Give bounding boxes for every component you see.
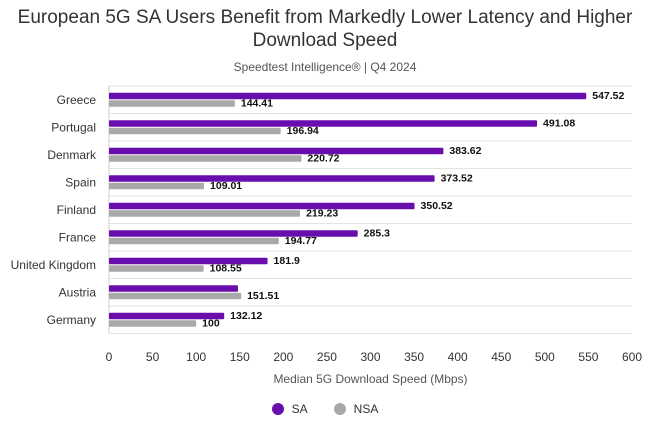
y-tick-label: Finland <box>57 203 96 217</box>
data-label-nsa: 196.94 <box>287 125 319 137</box>
x-tick-label: 100 <box>186 350 206 364</box>
legend-swatch-nsa <box>333 403 346 415</box>
bar-sa <box>109 312 225 320</box>
bar-sa <box>109 147 444 155</box>
chart-subtitle: Speedtest Intelligence® | Q4 2024 <box>233 60 417 74</box>
data-label-nsa: 194.77 <box>285 235 317 247</box>
bar-nsa <box>109 292 242 300</box>
data-label-sa: 285.3 <box>364 227 390 239</box>
x-tick-label: 250 <box>317 350 337 364</box>
y-tick-label: Germany <box>47 313 96 327</box>
data-label-sa: 373.52 <box>441 172 473 184</box>
bar-nsa <box>109 237 279 245</box>
bar-nsa <box>109 210 301 217</box>
x-tick-label: 150 <box>230 350 250 364</box>
data-label-nsa: 220.72 <box>307 152 339 164</box>
x-tick-label: 0 <box>106 350 113 364</box>
chart-title: European 5G SA Users Benefit from Marked… <box>17 7 633 51</box>
x-tick-label: 350 <box>404 350 424 364</box>
x-tick-label: 600 <box>622 350 642 364</box>
data-label-nsa: 108.55 <box>210 262 242 274</box>
y-tick-label: Greece <box>57 93 97 107</box>
data-label-sa: 383.62 <box>449 145 481 157</box>
bar-sa <box>109 202 415 210</box>
x-tick-label: 500 <box>535 350 555 364</box>
legend-item-sa[interactable]: SA <box>271 402 308 416</box>
bar-sa <box>109 92 587 100</box>
data-label-nsa: 219.23 <box>306 207 338 219</box>
bar-nsa <box>109 100 235 107</box>
y-tick-label: France <box>59 230 97 244</box>
bar-sa <box>109 230 358 237</box>
bar-nsa <box>109 155 302 162</box>
legend-item-nsa[interactable]: NSA <box>333 402 379 416</box>
data-label-nsa: 144.41 <box>241 97 273 109</box>
legend-swatch-sa <box>271 403 284 415</box>
y-tick-label: Portugal <box>51 120 96 134</box>
bar-sa <box>109 175 435 182</box>
bar-sa <box>109 120 538 127</box>
data-label-nsa: 109.01 <box>210 180 242 192</box>
bar-sa <box>109 285 239 292</box>
bar-nsa <box>109 182 205 190</box>
chart-legend: SA NSA <box>0 402 650 416</box>
bar-nsa <box>109 265 204 272</box>
y-tick-label: Denmark <box>47 148 97 162</box>
data-label-sa: 491.08 <box>543 117 575 129</box>
x-tick-label: 50 <box>146 350 160 364</box>
legend-label-sa: SA <box>291 402 308 416</box>
data-label-sa: 132.12 <box>230 310 262 322</box>
y-tick-label: Spain <box>65 175 96 189</box>
x-tick-label: 300 <box>360 350 380 364</box>
x-tick-label: 200 <box>273 350 293 364</box>
x-tick-label: 450 <box>491 350 511 364</box>
data-label-sa: 547.52 <box>592 90 624 102</box>
x-axis-title: Median 5G Download Speed (Mbps) <box>273 372 467 386</box>
x-tick-label: 550 <box>578 350 598 364</box>
data-label-nsa: 151.51 <box>247 290 279 302</box>
bar-sa <box>109 257 268 265</box>
bar-nsa <box>109 127 281 135</box>
bar-nsa <box>109 320 197 327</box>
data-label-sa: 350.52 <box>421 200 453 212</box>
y-tick-label: United Kingdom <box>11 258 96 272</box>
x-tick-label: 400 <box>448 350 468 364</box>
data-label-sa: 181.9 <box>274 255 300 267</box>
y-tick-label: Austria <box>59 285 97 299</box>
data-label-nsa: 100 <box>202 317 220 329</box>
legend-label-nsa: NSA <box>353 402 379 416</box>
